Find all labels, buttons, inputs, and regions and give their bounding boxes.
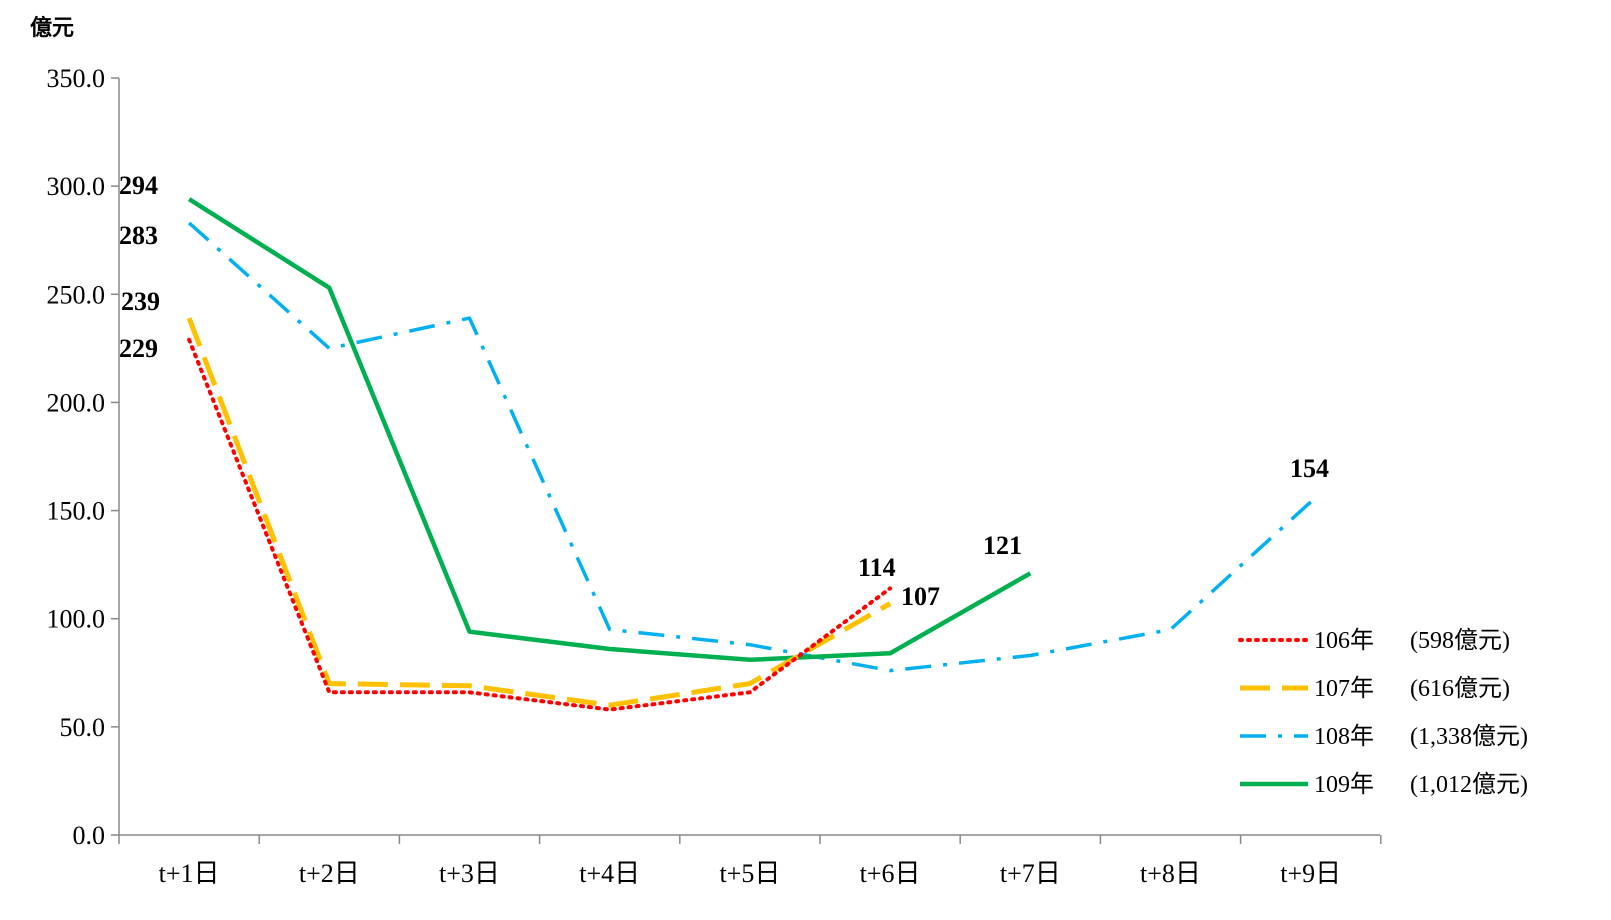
data-label: 107 (901, 582, 940, 611)
y-tick-label: 100.0 (47, 605, 106, 634)
y-axis-unit-label: 億元 (30, 15, 74, 41)
data-label: 121 (983, 531, 1022, 560)
x-tick-label: t+1日 (159, 859, 220, 888)
x-tick-label: t+8日 (1140, 859, 1201, 888)
y-tick-label: 50.0 (60, 713, 106, 742)
data-label: 114 (858, 553, 896, 582)
series-line-106年 (187, 337, 893, 712)
series-line-108年 (187, 221, 1312, 673)
y-tick-label: 350.0 (47, 64, 106, 93)
legend-series-name: 107年 (1314, 675, 1374, 702)
series-line-107年 (186, 317, 892, 708)
data-label: 294 (119, 171, 158, 200)
y-tick-label: 0.0 (73, 821, 106, 850)
legend-series-name: 106年 (1314, 627, 1374, 654)
legend-series-name: 108年 (1314, 723, 1374, 750)
x-tick-label: t+6日 (860, 859, 921, 888)
series-line-109年 (187, 197, 1032, 663)
data-label: 283 (119, 221, 158, 250)
x-tick-label: t+2日 (299, 859, 360, 888)
legend-series-total: (616億元) (1410, 675, 1510, 702)
data-label: 229 (119, 334, 158, 363)
legend-series-name: 109年 (1314, 771, 1374, 798)
x-tick-label: t+3日 (439, 859, 500, 888)
y-tick-label: 200.0 (47, 388, 106, 417)
y-tick-label: 250.0 (47, 280, 106, 309)
x-tick-label: t+5日 (719, 859, 780, 888)
x-tick-label: t+7日 (1000, 859, 1061, 888)
y-tick-label: 300.0 (47, 172, 106, 201)
legend-series-total: (598億元) (1410, 627, 1510, 654)
x-tick-label: t+4日 (579, 859, 640, 888)
y-tick-label: 150.0 (47, 497, 106, 526)
data-label: 239 (121, 287, 160, 316)
data-label: 154 (1290, 454, 1329, 483)
legend-series-total: (1,012億元) (1410, 771, 1528, 798)
x-tick-label: t+9日 (1280, 859, 1341, 888)
legend-series-total: (1,338億元) (1410, 723, 1528, 750)
